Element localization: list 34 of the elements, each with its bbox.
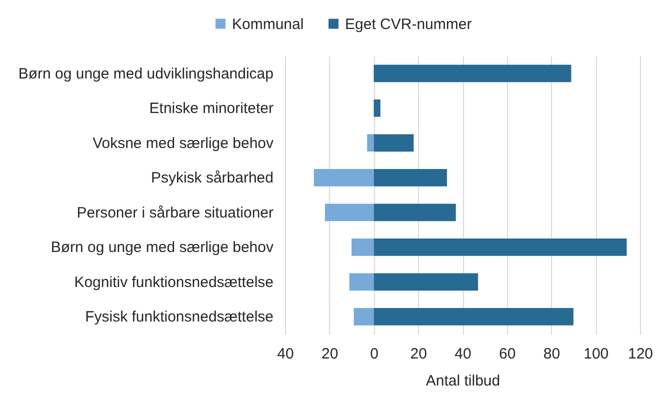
bar bbox=[367, 134, 374, 152]
bar bbox=[374, 238, 627, 256]
bar bbox=[374, 308, 574, 326]
y-tick-label: Fysisk funktionsnedsættelse bbox=[85, 308, 274, 326]
y-tick-label: Børn og unge med udviklingshandicap bbox=[18, 65, 274, 82]
x-tick-label: 40 bbox=[277, 346, 294, 362]
x-axis-title: Antal tilbud bbox=[426, 372, 500, 390]
y-tick-label: Psykisk sårbarhed bbox=[150, 170, 274, 187]
bar bbox=[374, 273, 478, 291]
bar bbox=[352, 238, 374, 256]
bar bbox=[374, 168, 447, 186]
bar bbox=[314, 168, 374, 186]
bar bbox=[374, 64, 572, 82]
bar bbox=[324, 204, 374, 222]
y-tick-label: Børn og unge med særlige behov bbox=[50, 239, 274, 256]
x-tick-label: 20 bbox=[322, 346, 338, 362]
bar bbox=[349, 273, 374, 291]
x-tick-label: 120 bbox=[628, 346, 654, 362]
bar bbox=[374, 204, 456, 222]
x-tick-label: 80 bbox=[543, 346, 560, 362]
x-tick-label: 60 bbox=[499, 346, 516, 362]
bar bbox=[374, 134, 414, 152]
x-tick-label: 40 bbox=[454, 346, 472, 362]
legend-label: Kommunal bbox=[232, 16, 304, 33]
x-tick-label: 100 bbox=[584, 346, 609, 362]
x-tick-label: 20 bbox=[410, 346, 427, 362]
x-tick-label: 0 bbox=[370, 346, 378, 362]
y-tick-label: Personer i sårbare situationer bbox=[76, 204, 274, 222]
y-tick-label: Etniske minoriteter bbox=[149, 100, 274, 118]
bar bbox=[354, 308, 374, 326]
bar bbox=[374, 99, 380, 117]
y-tick-label: Kognitiv funktionsnedsættelse bbox=[74, 274, 274, 291]
y-tick-label: Voksne med særlige behov bbox=[92, 134, 274, 152]
legend-label: Eget CVR-nummer bbox=[345, 16, 472, 33]
